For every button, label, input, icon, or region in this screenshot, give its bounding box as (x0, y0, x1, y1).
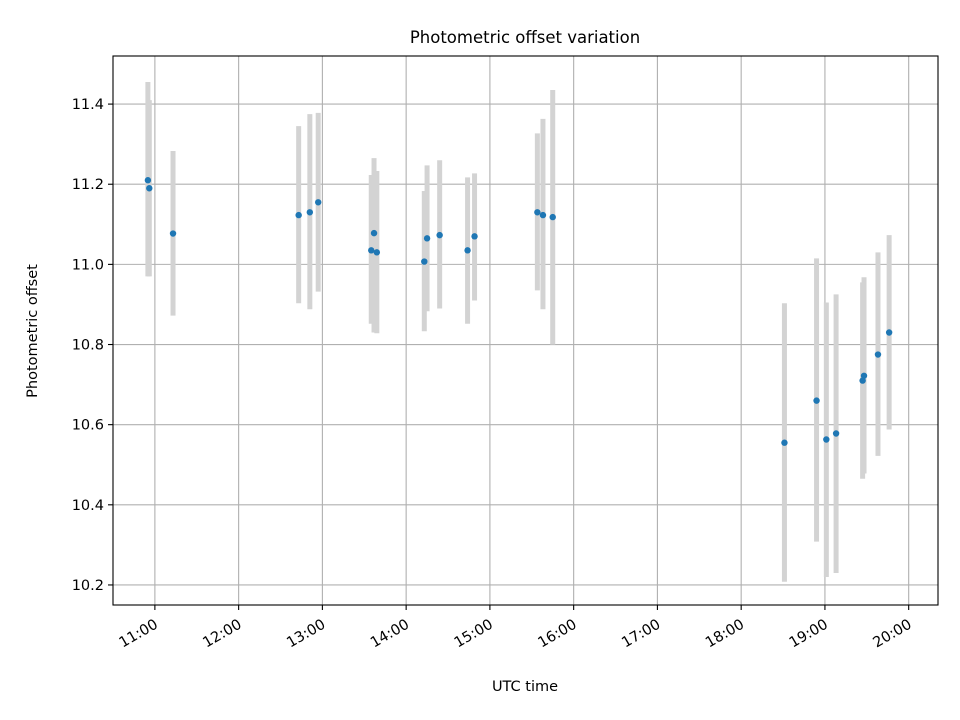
data-point (813, 397, 820, 404)
y-tick-label: 11.0 (72, 257, 104, 273)
x-axis-label: UTC time (492, 679, 558, 695)
data-point (423, 235, 431, 242)
y-tick-label: 11.2 (72, 177, 104, 193)
plot-frame (112, 55, 939, 606)
data-point (549, 213, 556, 221)
chart-title: Photometric offset variation (410, 28, 640, 47)
data-point (144, 177, 152, 184)
data-point (370, 229, 378, 237)
y-tick-label: 10.8 (72, 338, 104, 354)
y-tick-label: 10.6 (72, 418, 104, 434)
data-point (832, 430, 840, 437)
data-point (823, 436, 830, 443)
data-point (169, 230, 177, 237)
data-point (874, 351, 882, 358)
data-point (146, 185, 153, 192)
data-point (436, 231, 443, 239)
data-point (539, 211, 547, 219)
data-point (421, 258, 428, 265)
grid-layer (113, 56, 938, 605)
y-tick-label: 10.2 (72, 578, 104, 594)
data-point (781, 439, 788, 446)
data-point (315, 199, 322, 206)
data-point (859, 377, 866, 384)
y-axis-label: Photometric offset (25, 264, 41, 398)
data-point (373, 249, 381, 256)
data-point (534, 209, 541, 216)
data-point (295, 211, 302, 219)
data-point (471, 233, 478, 240)
data-point (306, 209, 314, 216)
data-point (860, 372, 868, 379)
data-point (368, 247, 375, 254)
data-point (885, 329, 893, 336)
data-point-layer (144, 177, 893, 446)
data-point (464, 247, 471, 254)
y-tick-label: 11.4 (72, 97, 104, 113)
y-tick-label: 10.4 (72, 498, 104, 514)
